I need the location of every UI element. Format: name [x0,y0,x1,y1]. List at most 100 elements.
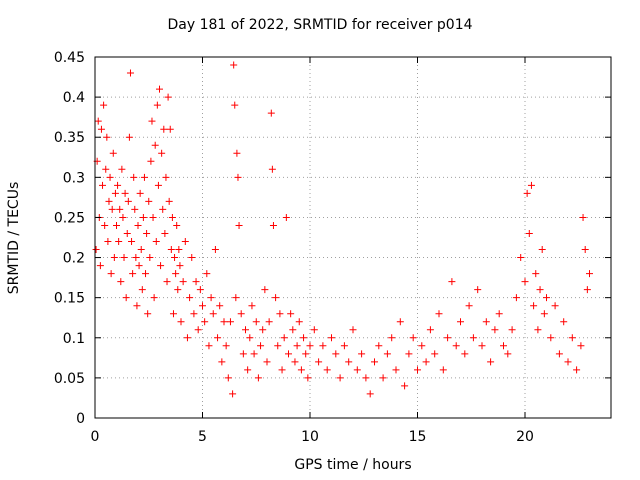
data-point [530,302,538,310]
data-point [482,318,490,326]
data-point [181,238,189,246]
data-point [345,358,353,366]
data-point [145,197,153,205]
data-point [295,318,303,326]
y-tick-label: 0.25 [54,210,85,226]
data-point [104,238,112,246]
data-point [163,278,171,286]
data-point [555,350,563,358]
data-point [414,366,421,374]
data-point [190,310,198,318]
data-point [248,302,256,310]
data-point [136,189,144,197]
data-point [246,334,254,342]
data-point [123,229,131,237]
data-point [474,286,482,294]
data-point [244,366,252,374]
x-tick-label: 0 [91,429,100,445]
data-point [106,173,114,181]
data-point [232,294,240,302]
data-point [122,294,130,302]
data-point [349,326,357,334]
data-point [268,165,276,173]
data-point [547,334,555,342]
data-point [183,334,191,342]
data-point [233,149,241,157]
data-point [422,358,430,366]
data-point [126,69,134,77]
y-tick-label: 0.1 [63,331,85,347]
y-tick-label: 0.3 [63,170,85,186]
data-point [261,286,269,294]
data-point [242,326,249,334]
data-point [97,125,105,133]
data-point [581,246,589,254]
data-point [99,181,107,189]
data-point [306,342,314,350]
data-point [124,197,132,205]
plot-frame [94,56,612,419]
data-point [304,374,312,382]
data-point [353,366,361,374]
data-point [586,270,593,278]
data-point [568,334,576,342]
data-point [154,181,162,189]
data-point [487,358,495,366]
data-point [319,342,327,350]
data-point [149,213,157,221]
data-point [209,310,217,318]
data-point [130,173,138,181]
data-point [100,101,108,109]
data-point [323,366,331,374]
data-point [235,221,243,229]
data-point [179,278,187,286]
data-point [224,374,232,382]
data-point [435,310,443,318]
data-point [302,350,310,358]
data-point [230,61,238,69]
data-point [229,390,237,398]
data-point [491,326,499,334]
data-point [134,221,142,229]
data-point [109,149,117,157]
data-point [362,374,370,382]
data-point [147,157,155,165]
data-point [101,221,109,229]
data-point [188,254,196,262]
data-point [332,350,340,358]
data-point [287,310,295,318]
data-point [120,254,128,262]
data-point [265,318,273,326]
data-point [500,342,507,350]
data-point [274,342,282,350]
data-point [409,334,417,342]
data-point [282,213,290,221]
data-point [125,133,133,141]
data-point [396,318,404,326]
data-point [222,342,230,350]
data-point [300,334,308,342]
data-point [143,229,151,237]
data-point [310,326,318,334]
data-point [504,350,512,358]
data-point [152,238,160,246]
data-point [392,366,400,374]
data-point [250,350,258,358]
data-point [158,149,166,157]
data-point [366,390,374,398]
data-point [579,213,587,221]
data-point [176,262,184,270]
data-point [577,342,585,350]
data-point [478,342,486,350]
y-tick-label: 0.45 [54,50,85,66]
data-point [115,238,123,246]
data-point [237,310,245,318]
data-point [118,165,126,173]
data-point [151,141,159,149]
data-point [129,270,137,278]
data-point [105,197,113,205]
data-point [297,366,305,374]
data-point [418,342,426,350]
data-point [110,254,118,262]
